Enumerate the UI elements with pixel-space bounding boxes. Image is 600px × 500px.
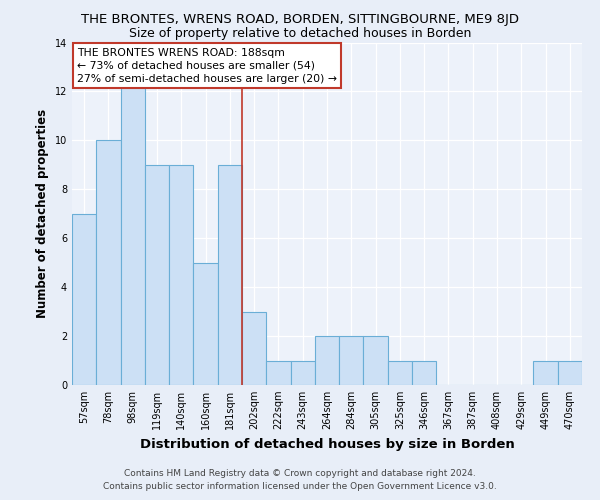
Bar bbox=[290, 360, 315, 385]
Bar bbox=[145, 165, 169, 385]
Text: THE BRONTES WRENS ROAD: 188sqm
← 73% of detached houses are smaller (54)
27% of : THE BRONTES WRENS ROAD: 188sqm ← 73% of … bbox=[77, 48, 337, 84]
Text: THE BRONTES, WRENS ROAD, BORDEN, SITTINGBOURNE, ME9 8JD: THE BRONTES, WRENS ROAD, BORDEN, SITTING… bbox=[81, 12, 519, 26]
Bar bbox=[339, 336, 364, 385]
Bar bbox=[96, 140, 121, 385]
X-axis label: Distribution of detached houses by size in Borden: Distribution of detached houses by size … bbox=[140, 438, 514, 450]
Bar bbox=[412, 360, 436, 385]
Bar bbox=[121, 67, 145, 385]
Y-axis label: Number of detached properties: Number of detached properties bbox=[36, 109, 49, 318]
Bar bbox=[558, 360, 582, 385]
Bar bbox=[533, 360, 558, 385]
Bar bbox=[315, 336, 339, 385]
Bar bbox=[193, 262, 218, 385]
Bar bbox=[364, 336, 388, 385]
Bar bbox=[169, 165, 193, 385]
Bar bbox=[72, 214, 96, 385]
Bar bbox=[242, 312, 266, 385]
Text: Size of property relative to detached houses in Borden: Size of property relative to detached ho… bbox=[129, 28, 471, 40]
Text: Contains HM Land Registry data © Crown copyright and database right 2024.
Contai: Contains HM Land Registry data © Crown c… bbox=[103, 470, 497, 491]
Bar bbox=[266, 360, 290, 385]
Bar bbox=[218, 165, 242, 385]
Bar bbox=[388, 360, 412, 385]
